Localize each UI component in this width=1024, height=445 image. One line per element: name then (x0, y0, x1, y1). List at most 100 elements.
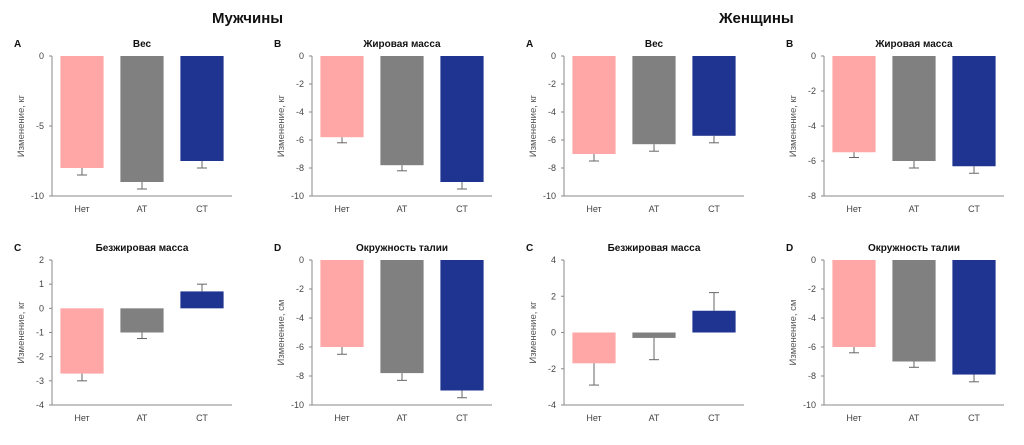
y-tick-label: -6 (296, 135, 304, 145)
y-tick-label: -6 (808, 156, 816, 166)
x-tick-label: СТ (708, 413, 720, 423)
y-axis-label: Изменение, кг (276, 94, 287, 157)
x-tick-label: СТ (968, 413, 980, 423)
y-tick-label: -2 (548, 79, 556, 89)
bar-2 (120, 56, 164, 182)
panel-letter: D (786, 243, 793, 254)
y-tick-label: -5 (36, 121, 44, 131)
panel-title: Жировая масса (362, 39, 441, 50)
y-tick-label: 0 (299, 51, 304, 61)
bar-2 (632, 332, 676, 338)
y-tick-label: -4 (548, 107, 556, 117)
bar-1 (320, 56, 364, 138)
bar-1 (572, 56, 616, 154)
chart-men-C: C Безжировая масса Изменение, кг 2 1 0 -1 -2 -3 -… (14, 243, 232, 423)
y-tick-label: -4 (808, 121, 816, 131)
bar-3 (952, 56, 996, 167)
y-tick-label: -4 (36, 400, 44, 410)
panel-letter: C (14, 243, 21, 254)
x-tick-label: АТ (649, 204, 660, 214)
y-tick-label: -4 (808, 313, 816, 323)
x-tick-label: Нет (586, 413, 601, 423)
bar-1 (60, 56, 104, 168)
chart-men-A: A Вес Изменение, кг 0 -5 -10 Нет АТ СТ (14, 39, 232, 214)
panel-title: Вес (645, 39, 664, 50)
panel-letter: B (274, 39, 281, 50)
y-axis-label: Изменение, см (788, 300, 799, 366)
y-axis-label: Изменение, кг (528, 94, 539, 157)
y-tick-label: -4 (548, 400, 556, 410)
bar-1 (60, 308, 104, 374)
y-axis-label: Изменение, кг (788, 94, 799, 157)
y-tick-label: 0 (299, 255, 304, 265)
x-tick-label: АТ (909, 413, 920, 423)
bar-2 (632, 56, 676, 145)
y-tick-label: -6 (548, 135, 556, 145)
panel-title: Жировая масса (874, 39, 953, 50)
y-axis-label: Изменение, см (276, 300, 287, 366)
y-tick-label: -2 (808, 284, 816, 294)
x-tick-label: СТ (196, 413, 208, 423)
x-tick-label: Нет (334, 413, 349, 423)
y-tick-label: -8 (808, 371, 816, 381)
y-axis-label: Изменение, кг (528, 301, 539, 364)
bar-3 (692, 310, 736, 333)
panel-title: Окружность талии (356, 243, 448, 254)
bar-1 (832, 56, 876, 153)
bar-3 (692, 56, 736, 136)
x-tick-label: СТ (456, 204, 468, 214)
bar-2 (892, 56, 936, 161)
panel-title: Безжировая масса (608, 243, 701, 254)
y-tick-label: -3 (36, 376, 44, 386)
x-tick-label: АТ (397, 413, 408, 423)
chart-men-D: D Окружность талии Изменение, см 0 -2 -4 -6 -8 -… (274, 243, 492, 423)
y-tick-label: -4 (296, 313, 304, 323)
x-tick-label: АТ (137, 204, 148, 214)
bar-3 (952, 260, 996, 375)
panel-title: Вес (133, 39, 152, 50)
y-axis-label: Изменение, кг (16, 301, 27, 364)
y-axis-label: Изменение, кг (16, 94, 27, 157)
x-tick-label: Нет (846, 413, 861, 423)
y-tick-label: -8 (296, 163, 304, 173)
x-tick-label: Нет (334, 204, 349, 214)
chart-women-D: D Окружность талии Изменение, см 0 -2 -4 -6 -8 -… (786, 243, 1004, 423)
bar-1 (320, 260, 364, 347)
y-tick-label: -10 (291, 400, 304, 410)
bar-3 (440, 260, 484, 391)
panel-title: Окружность талии (868, 243, 960, 254)
y-tick-label: 0 (39, 303, 44, 313)
y-tick-label: -2 (808, 86, 816, 96)
x-tick-label: Нет (74, 413, 89, 423)
y-tick-label: -10 (543, 191, 556, 201)
chart-men-B: B Жировая масса Изменение, кг 0 -2 -4 -6 -8 -10 Н… (274, 39, 492, 214)
panel-letter: C (526, 243, 533, 254)
women-group-title: Женщины (719, 10, 794, 27)
y-tick-label: -2 (296, 284, 304, 294)
y-tick-label: -8 (296, 371, 304, 381)
chart-women-A: A Вес Изменение, кг 0 -2 -4 -6 -8 -10 Нет АТ СТ (526, 39, 744, 214)
y-tick-label: 2 (551, 291, 556, 301)
x-tick-label: АТ (137, 413, 148, 423)
y-tick-label: 0 (811, 255, 816, 265)
y-tick-label: -4 (296, 107, 304, 117)
panel-letter: B (786, 39, 793, 50)
y-tick-label: -6 (808, 342, 816, 352)
bar-1 (832, 260, 876, 347)
x-tick-label: АТ (909, 204, 920, 214)
bar-1 (572, 332, 616, 364)
y-tick-label: -1 (36, 328, 44, 338)
x-tick-label: АТ (397, 204, 408, 214)
bar-3 (180, 56, 224, 161)
x-tick-label: СТ (708, 204, 720, 214)
men-group-title: Мужчины (212, 10, 284, 27)
y-tick-label: 0 (551, 328, 556, 338)
y-tick-label: -8 (808, 191, 816, 201)
y-tick-label: 2 (39, 255, 44, 265)
bar-2 (892, 260, 936, 362)
y-tick-label: 0 (39, 51, 44, 61)
x-tick-label: СТ (456, 413, 468, 423)
x-tick-label: Нет (74, 204, 89, 214)
y-tick-label: -8 (548, 163, 556, 173)
chart-women-C: C Безжировая масса Изменение, кг 4 2 0 -2 -4 Нет… (526, 243, 744, 423)
